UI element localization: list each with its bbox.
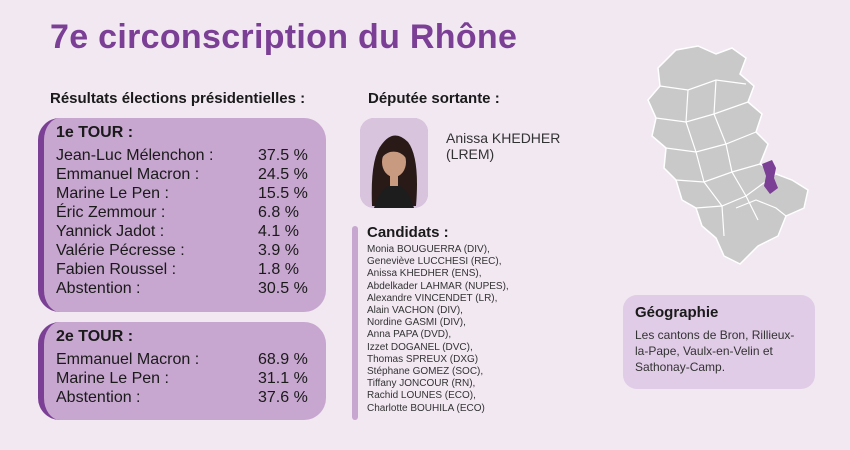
result-row: Yannick Jadot : 4.1 %: [56, 222, 326, 241]
candidate-name: Jean-Luc Mélenchon :: [56, 147, 214, 164]
result-row: Emmanuel Macron : 68.9 %: [56, 350, 326, 369]
list-item: Nordine GASMI (DIV),: [367, 317, 466, 329]
result-row: Abstention : 30.5 %: [56, 279, 326, 298]
result-value: 1.8 %: [258, 261, 299, 278]
list-item: Abdelkader LAHMAR (NUPES),: [367, 280, 509, 292]
list-item: Stéphane GOMEZ (SOC),: [367, 366, 484, 378]
result-row: Abstention : 37.6 %: [56, 388, 326, 407]
result-row: Marine Le Pen : 31.1 %: [56, 369, 326, 388]
geography-title: Géographie: [635, 304, 719, 321]
candidate-name: Fabien Roussel :: [56, 261, 177, 278]
result-value: 68.9 %: [258, 351, 308, 368]
list-item: Monia BOUGUERRA (DIV),: [367, 244, 490, 255]
result-value: 37.5 %: [258, 147, 308, 164]
candidates-accent-bar: [352, 226, 358, 420]
map-borders: [655, 79, 787, 237]
candidate-name: Emmanuel Macron :: [56, 351, 200, 368]
candidate-name: Yannick Jadot :: [56, 223, 165, 240]
candidate-name: Emmanuel Macron :: [56, 166, 200, 183]
candidate-name: Marine Le Pen :: [56, 370, 169, 387]
geography-text: Les cantons de Bron, Rillieux-la-Pape, V…: [635, 328, 795, 374]
candidate-name: Valérie Pécresse :: [56, 242, 185, 259]
result-value: 30.5 %: [258, 280, 308, 297]
results-heading: Résultats élections présidentielles :: [50, 90, 306, 107]
list-item: Charlotte BOUHILA (ECO): [367, 402, 485, 414]
candidate-name: Abstention :: [56, 280, 141, 297]
deputy-name: Anissa KHEDHER (LREM): [446, 130, 560, 162]
deputy-party: (LREM): [446, 146, 495, 162]
list-item: Tiffany JONCOUR (RN),: [367, 378, 476, 390]
result-row: Valérie Pécresse : 3.9 %: [56, 241, 326, 260]
portrait-illustration: [360, 118, 428, 208]
page-title: 7e circonscription du Rhône: [50, 18, 518, 56]
candidate-name: Éric Zemmour :: [56, 204, 166, 221]
result-row: Marine Le Pen : 15.5 %: [56, 184, 326, 203]
result-value: 15.5 %: [258, 185, 308, 202]
result-value: 31.1 %: [258, 370, 308, 387]
result-value: 37.6 %: [258, 389, 308, 406]
result-value: 4.1 %: [258, 223, 299, 240]
deputy-photo: [360, 118, 428, 208]
result-row: Jean-Luc Mélenchon : 37.5 %: [56, 146, 326, 165]
result-row: Éric Zemmour : 6.8 %: [56, 203, 326, 222]
list-item: Anna PAPA (DVD),: [367, 329, 452, 341]
candidates-list: Monia BOUGUERRA (DIV), Geneviève LUCCHES…: [367, 244, 509, 415]
geography-card: Géographie Les cantons de Bron, Rillieux…: [623, 295, 815, 389]
result-value: 24.5 %: [258, 166, 308, 183]
result-value: 6.8 %: [258, 204, 299, 221]
result-value: 3.9 %: [258, 242, 299, 259]
deputy-fullname: Anissa KHEDHER: [446, 130, 561, 146]
candidates-heading: Candidats :: [367, 224, 449, 241]
result-row: Fabien Roussel : 1.8 %: [56, 260, 326, 279]
result-row: Emmanuel Macron : 24.5 %: [56, 165, 326, 184]
department-map: [647, 45, 809, 265]
list-item: Geneviève LUCCHESI (REC),: [367, 256, 502, 268]
list-item: Rachid LOUNES (ECO),: [367, 390, 476, 402]
deputy-heading: Députée sortante :: [368, 90, 500, 107]
candidate-name: Abstention :: [56, 389, 141, 406]
tour2-card: 2e TOUR : Emmanuel Macron : 68.9 % Marine…: [38, 322, 326, 420]
list-item: Thomas SPREUX (DXG): [367, 353, 479, 365]
tour2-title: 2e TOUR :: [56, 328, 134, 345]
tour1-card: 1e TOUR : Jean-Luc Mélenchon : 37.5 % Emm…: [38, 118, 326, 312]
list-item: Alain VACHON (DIV),: [367, 305, 463, 317]
highlighted-circonscription: [762, 160, 778, 194]
list-item: Anissa KHEDHER (ENS),: [367, 268, 482, 280]
tour1-title: 1e TOUR :: [56, 124, 134, 141]
list-item: Izzet DOGANEL (DVC),: [367, 341, 473, 353]
candidate-name: Marine Le Pen :: [56, 185, 169, 202]
list-item: Alexandre VINCENDET (LR),: [367, 292, 498, 304]
